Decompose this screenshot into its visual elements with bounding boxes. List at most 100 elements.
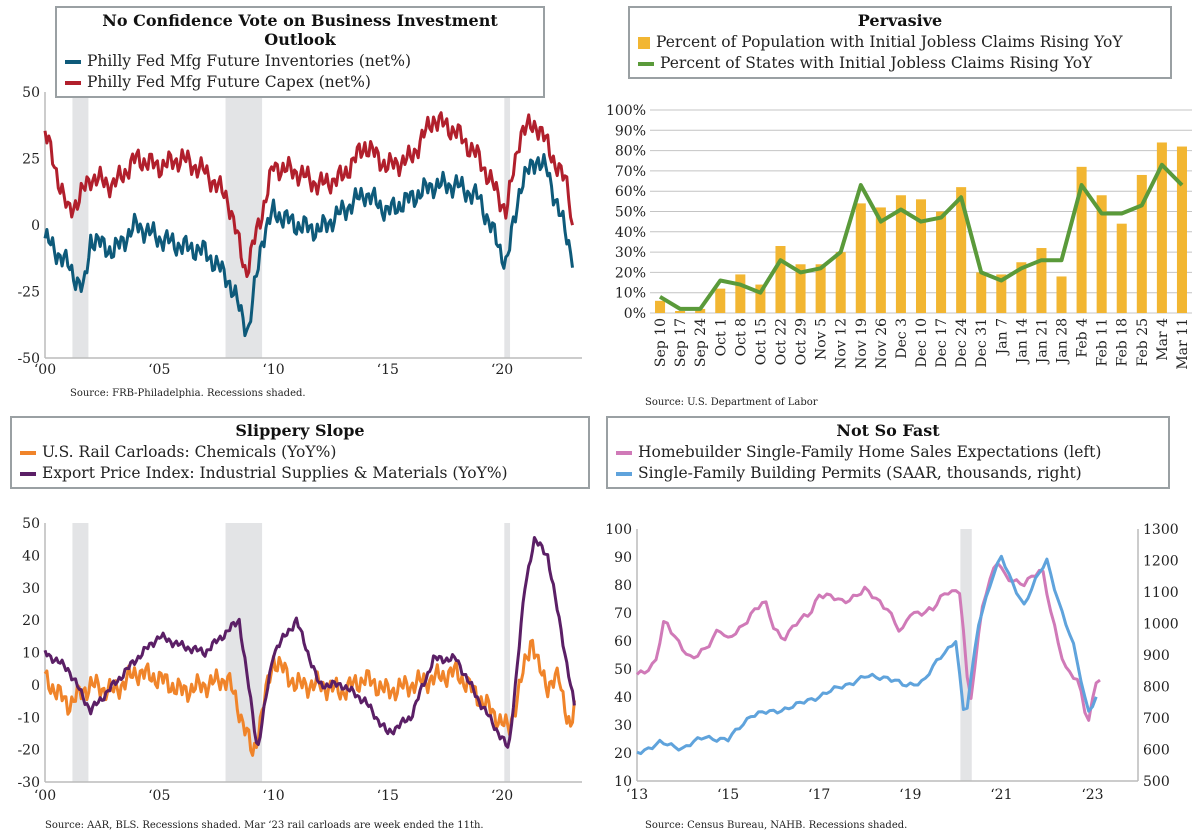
- x-tick-label: ‘13: [626, 787, 648, 803]
- y-tick-label: 30%: [615, 245, 646, 261]
- x-tick-label: Dec 10: [914, 318, 930, 368]
- x-tick-label: ‘15: [717, 787, 739, 803]
- bar: [815, 264, 826, 313]
- bar: [1096, 195, 1107, 313]
- legend-label: Single-Family Building Permits (SAAR, th…: [638, 464, 1082, 482]
- y-tick-label: 20: [614, 746, 632, 762]
- x-tick-label: ‘00: [34, 788, 56, 804]
- x-tick-label: Nov 5: [814, 318, 830, 360]
- x-tick-label: Dec 31: [974, 318, 990, 368]
- legend-label: Homebuilder Single-Family Home Sales Exp…: [638, 443, 1102, 461]
- x-tick-label: Feb 25: [1135, 318, 1151, 366]
- x-tick-label: Oct 8: [733, 318, 749, 356]
- y-tick-label: 20: [22, 613, 40, 629]
- x-tick-label: Nov 19: [854, 318, 870, 369]
- bar: [1156, 142, 1167, 313]
- bar: [835, 252, 846, 313]
- recession-shade: [72, 92, 89, 358]
- legend-item: Percent of States with Initial Jobless C…: [638, 53, 1162, 74]
- x-tick-label: Oct 22: [773, 318, 789, 365]
- y-tick-label: 10: [614, 774, 632, 790]
- legend-swatch: [638, 36, 650, 49]
- y-tick-label: 60%: [615, 184, 646, 200]
- x-tick-label: Dec 17: [934, 318, 950, 368]
- x-tick-label: ‘20: [491, 362, 513, 378]
- y-tick-label: 30: [614, 718, 632, 734]
- legend-item: Export Price Index: Industrial Supplies …: [20, 463, 580, 484]
- y-tick-label: 50%: [615, 205, 646, 221]
- x-tick-label: Feb 11: [1095, 318, 1111, 366]
- legend-label: Export Price Index: Industrial Supplies …: [42, 464, 508, 482]
- x-tick-label: ‘17: [808, 787, 830, 803]
- bar: [1056, 276, 1067, 313]
- x-tick-label: Oct 29: [794, 318, 810, 365]
- legend-swatch: [638, 61, 654, 66]
- y-tick-label: 70: [614, 606, 632, 622]
- legend-swatch: [65, 59, 81, 64]
- y-tick-label: 50: [22, 516, 40, 532]
- legend-label: Percent of Population with Initial Joble…: [656, 33, 1123, 51]
- y-tick-label: 80: [614, 578, 632, 594]
- x-tick-label: Jan 28: [1055, 318, 1071, 365]
- y-tick-label: 10%: [615, 286, 646, 302]
- recession-shade: [504, 92, 511, 358]
- y-tick-label: 80%: [615, 144, 646, 160]
- y-tick-label: 100%: [606, 103, 646, 119]
- bar: [1176, 146, 1187, 313]
- chart4-title: Not So Fast: [836, 421, 940, 440]
- x-tick-label: ‘23: [1081, 787, 1103, 803]
- chart2-legend-box: Pervasive Percent of Population with Ini…: [628, 6, 1172, 79]
- x-tick-label: ‘20: [491, 788, 513, 804]
- x-tick-label: ‘10: [262, 362, 284, 378]
- chart3-title: Slippery Slope: [235, 421, 365, 440]
- bar: [1116, 223, 1127, 313]
- bar: [915, 199, 927, 313]
- y-tick-label: 50: [22, 85, 40, 101]
- source-note: Source: FRB-Philadelphia. Recessions sha…: [70, 388, 306, 399]
- series-line-1: [636, 554, 1098, 756]
- x-tick-label: Sep 17: [673, 318, 689, 367]
- x-tick-label: Sep 24: [693, 318, 709, 367]
- y-tick-label: -50: [17, 351, 40, 367]
- bar: [795, 264, 806, 313]
- legend-item: Philly Fed Mfg Future Capex (net%): [65, 72, 535, 93]
- x-tick-label: Jan 21: [1034, 318, 1050, 365]
- bar: [996, 274, 1007, 313]
- legend-swatch: [20, 471, 36, 476]
- legend-item: Homebuilder Single-Family Home Sales Exp…: [616, 442, 1160, 463]
- legend-swatch: [616, 450, 632, 455]
- y-tick-label: 60: [614, 634, 632, 650]
- bar: [1016, 262, 1027, 313]
- x-tick-label: Dec 3: [894, 318, 910, 359]
- y-tick-label: 90%: [615, 123, 646, 139]
- x-tick-label: Jan 7: [994, 318, 1010, 356]
- legend-item: Percent of Population with Initial Joble…: [638, 32, 1162, 53]
- legend-label: Philly Fed Mfg Future Capex (net%): [87, 73, 371, 91]
- legend-label: Percent of States with Initial Jobless C…: [660, 54, 1093, 72]
- x-tick-label: Mar 11: [1175, 318, 1191, 370]
- x-tick-label: Oct 1: [713, 318, 729, 356]
- bar: [875, 207, 886, 313]
- y2-tick-label: 1100: [1143, 585, 1179, 601]
- bar: [675, 310, 686, 313]
- y2-tick-label: 900: [1143, 648, 1170, 664]
- chart3-legend-box: Slippery Slope U.S. Rail Carloads: Chemi…: [10, 416, 590, 489]
- y-tick-label: -30: [17, 775, 40, 791]
- source-note: Source: U.S. Department of Labor: [645, 397, 818, 408]
- x-tick-label: Jan 14: [1014, 318, 1030, 365]
- legend-item: U.S. Rail Carloads: Chemicals (YoY%): [20, 442, 580, 463]
- y-tick-label: 40%: [615, 225, 646, 241]
- legend-swatch: [20, 450, 36, 455]
- legend-label: U.S. Rail Carloads: Chemicals (YoY%): [42, 443, 337, 461]
- y2-tick-label: 800: [1143, 680, 1170, 696]
- bar: [695, 308, 706, 313]
- y2-tick-label: 1200: [1143, 554, 1179, 570]
- legend-item: Philly Fed Mfg Future Inventories (net%): [65, 51, 535, 72]
- x-tick-label: Sep 10: [653, 318, 669, 367]
- legend-swatch: [65, 80, 81, 85]
- y-tick-label: -10: [17, 710, 40, 726]
- y-tick-label: 70%: [615, 164, 646, 180]
- x-tick-label: ‘21: [990, 787, 1012, 803]
